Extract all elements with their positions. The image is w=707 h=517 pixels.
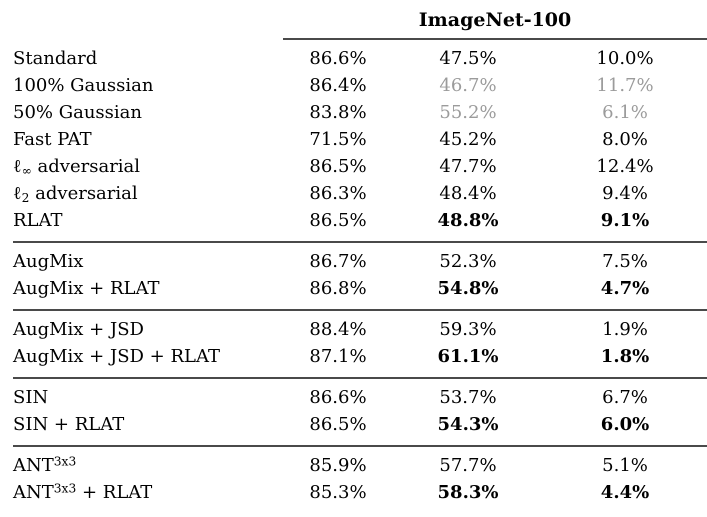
value-cell: 86.4% [309,75,367,96]
value-cell: 9.1% [600,210,650,231]
value-cell: 59.3% [439,319,497,340]
table-row: AugMix + RLAT 86.8% 54.8% 4.7% [13,275,707,310]
value-cell: 1.8% [600,346,650,367]
table-row: Fast PAT 71.5% 45.2% 8.0% [13,126,707,153]
value-cell: 4.4% [600,482,650,503]
value-cell: 7.5% [602,251,648,272]
value-cell: 54.8% [437,278,499,299]
value-cell: 86.5% [309,156,367,177]
table-row: ℓ2 adversarial 86.3% 48.4% 9.4% [13,180,707,207]
row-label: ANT3x3 [13,454,77,476]
value-cell: 12.4% [596,156,654,177]
table-row: SIN 86.6% 53.7% 6.7% [13,378,707,411]
value-cell: 86.3% [309,183,367,204]
value-cell: 52.3% [439,251,497,272]
value-cell: 85.3% [309,482,367,503]
row-label: SIN + RLAT [13,414,125,435]
value-cell: 6.1% [602,102,648,123]
value-cell: 88.4% [309,319,367,340]
row-label: RLAT [13,210,63,231]
table-row: ANT3x3 + RLAT 85.3% 58.3% 4.4% [13,479,707,513]
value-cell: 6.7% [602,387,648,408]
value-cell: 45.2% [439,129,497,150]
row-label: Standard [13,47,98,69]
subscript: ∞ [21,164,32,179]
table-section: ANT3x3 85.9% 57.7% 5.1% ANT3x3 + RLAT 85.3% 58… [13,446,707,513]
table-section: AugMix 86.7% 52.3% 7.5% AugMix + RLAT 86.8% 54… [13,242,707,310]
value-cell: 8.0% [602,129,648,150]
value-cell: 6.0% [600,414,650,435]
table-row: SIN + RLAT 86.5% 54.3% 6.0% [13,411,707,446]
value-cell: 61.1% [437,346,499,367]
row-label: 100% Gaussian [13,75,154,96]
value-cell: 47.5% [439,48,497,69]
results-table: ImageNet-100 Standard 86.6% 47.5% 10.0% 100%… [13,0,707,513]
value-cell: 47.7% [439,156,497,177]
value-cell: 86.6% [309,48,367,69]
table-row: Standard 86.6% 47.5% 10.0% [13,39,707,72]
column-group-header: ImageNet-100 [283,0,707,40]
superscript: 3x3 [53,481,77,496]
value-cell: 5.1% [602,455,648,476]
table-header: ImageNet-100 [13,0,707,40]
row-label: 50% Gaussian [13,102,142,123]
table-row: AugMix + JSD + RLAT 87.1% 61.1% 1.8% [13,343,707,378]
value-cell: 11.7% [596,75,654,96]
value-cell: 71.5% [309,129,367,150]
value-cell: 86.8% [309,278,367,299]
value-cell: 85.9% [309,455,367,476]
value-cell: 54.3% [437,414,499,435]
value-cell: 87.1% [309,346,367,367]
row-label: SIN [13,387,49,408]
table-row: ANT3x3 85.9% 57.7% 5.1% [13,446,707,479]
table-row: ℓ∞ adversarial 86.5% 47.7% 12.4% [13,153,707,180]
row-label: AugMix + JSD [13,319,144,340]
superscript: 3x3 [53,454,77,469]
value-cell: 46.7% [439,75,497,96]
header-spacer-cell [13,0,283,39]
table-row: 50% Gaussian 83.8% 55.2% 6.1% [13,99,707,126]
table-row: AugMix + JSD 88.4% 59.3% 1.9% [13,310,707,343]
value-cell: 86.6% [309,387,367,408]
value-cell: 1.9% [602,319,648,340]
value-cell: 55.2% [439,102,497,123]
row-label: AugMix + JSD + RLAT [13,346,221,367]
value-cell: 58.3% [437,482,499,503]
row-label: Fast PAT [13,129,92,150]
value-cell: 48.8% [437,210,499,231]
table-row: RLAT 86.5% 48.8% 9.1% [13,207,707,242]
row-label: ℓ2 adversarial [13,183,138,206]
row-label: AugMix + RLAT [13,278,160,299]
table-section: AugMix + JSD 88.4% 59.3% 1.9% AugMix + JSD +… [13,310,707,378]
value-cell: 83.8% [309,102,367,123]
row-label: ANT3x3 + RLAT [13,481,153,503]
table-row: AugMix 86.7% 52.3% 7.5% [13,242,707,275]
value-cell: 48.4% [439,183,497,204]
value-cell: 9.4% [602,183,648,204]
value-cell: 86.5% [309,210,367,231]
table-row: 100% Gaussian 86.4% 46.7% 11.7% [13,72,707,99]
table-section: Standard 86.6% 47.5% 10.0% 100% Gaussian 86.4… [13,39,707,242]
subscript: 2 [21,191,30,206]
value-cell: 86.5% [309,414,367,435]
header-row: ImageNet-100 [13,0,707,40]
value-cell: 10.0% [596,48,654,69]
value-cell: 86.7% [309,251,367,272]
value-cell: 4.7% [600,278,650,299]
value-cell: 57.7% [439,455,497,476]
row-label: ℓ∞ adversarial [13,156,141,179]
row-label: AugMix [13,251,84,272]
value-cell: 53.7% [439,387,497,408]
table-section: SIN 86.6% 53.7% 6.7% SIN + RLAT 86.5% 54.3% 6.0… [13,378,707,446]
